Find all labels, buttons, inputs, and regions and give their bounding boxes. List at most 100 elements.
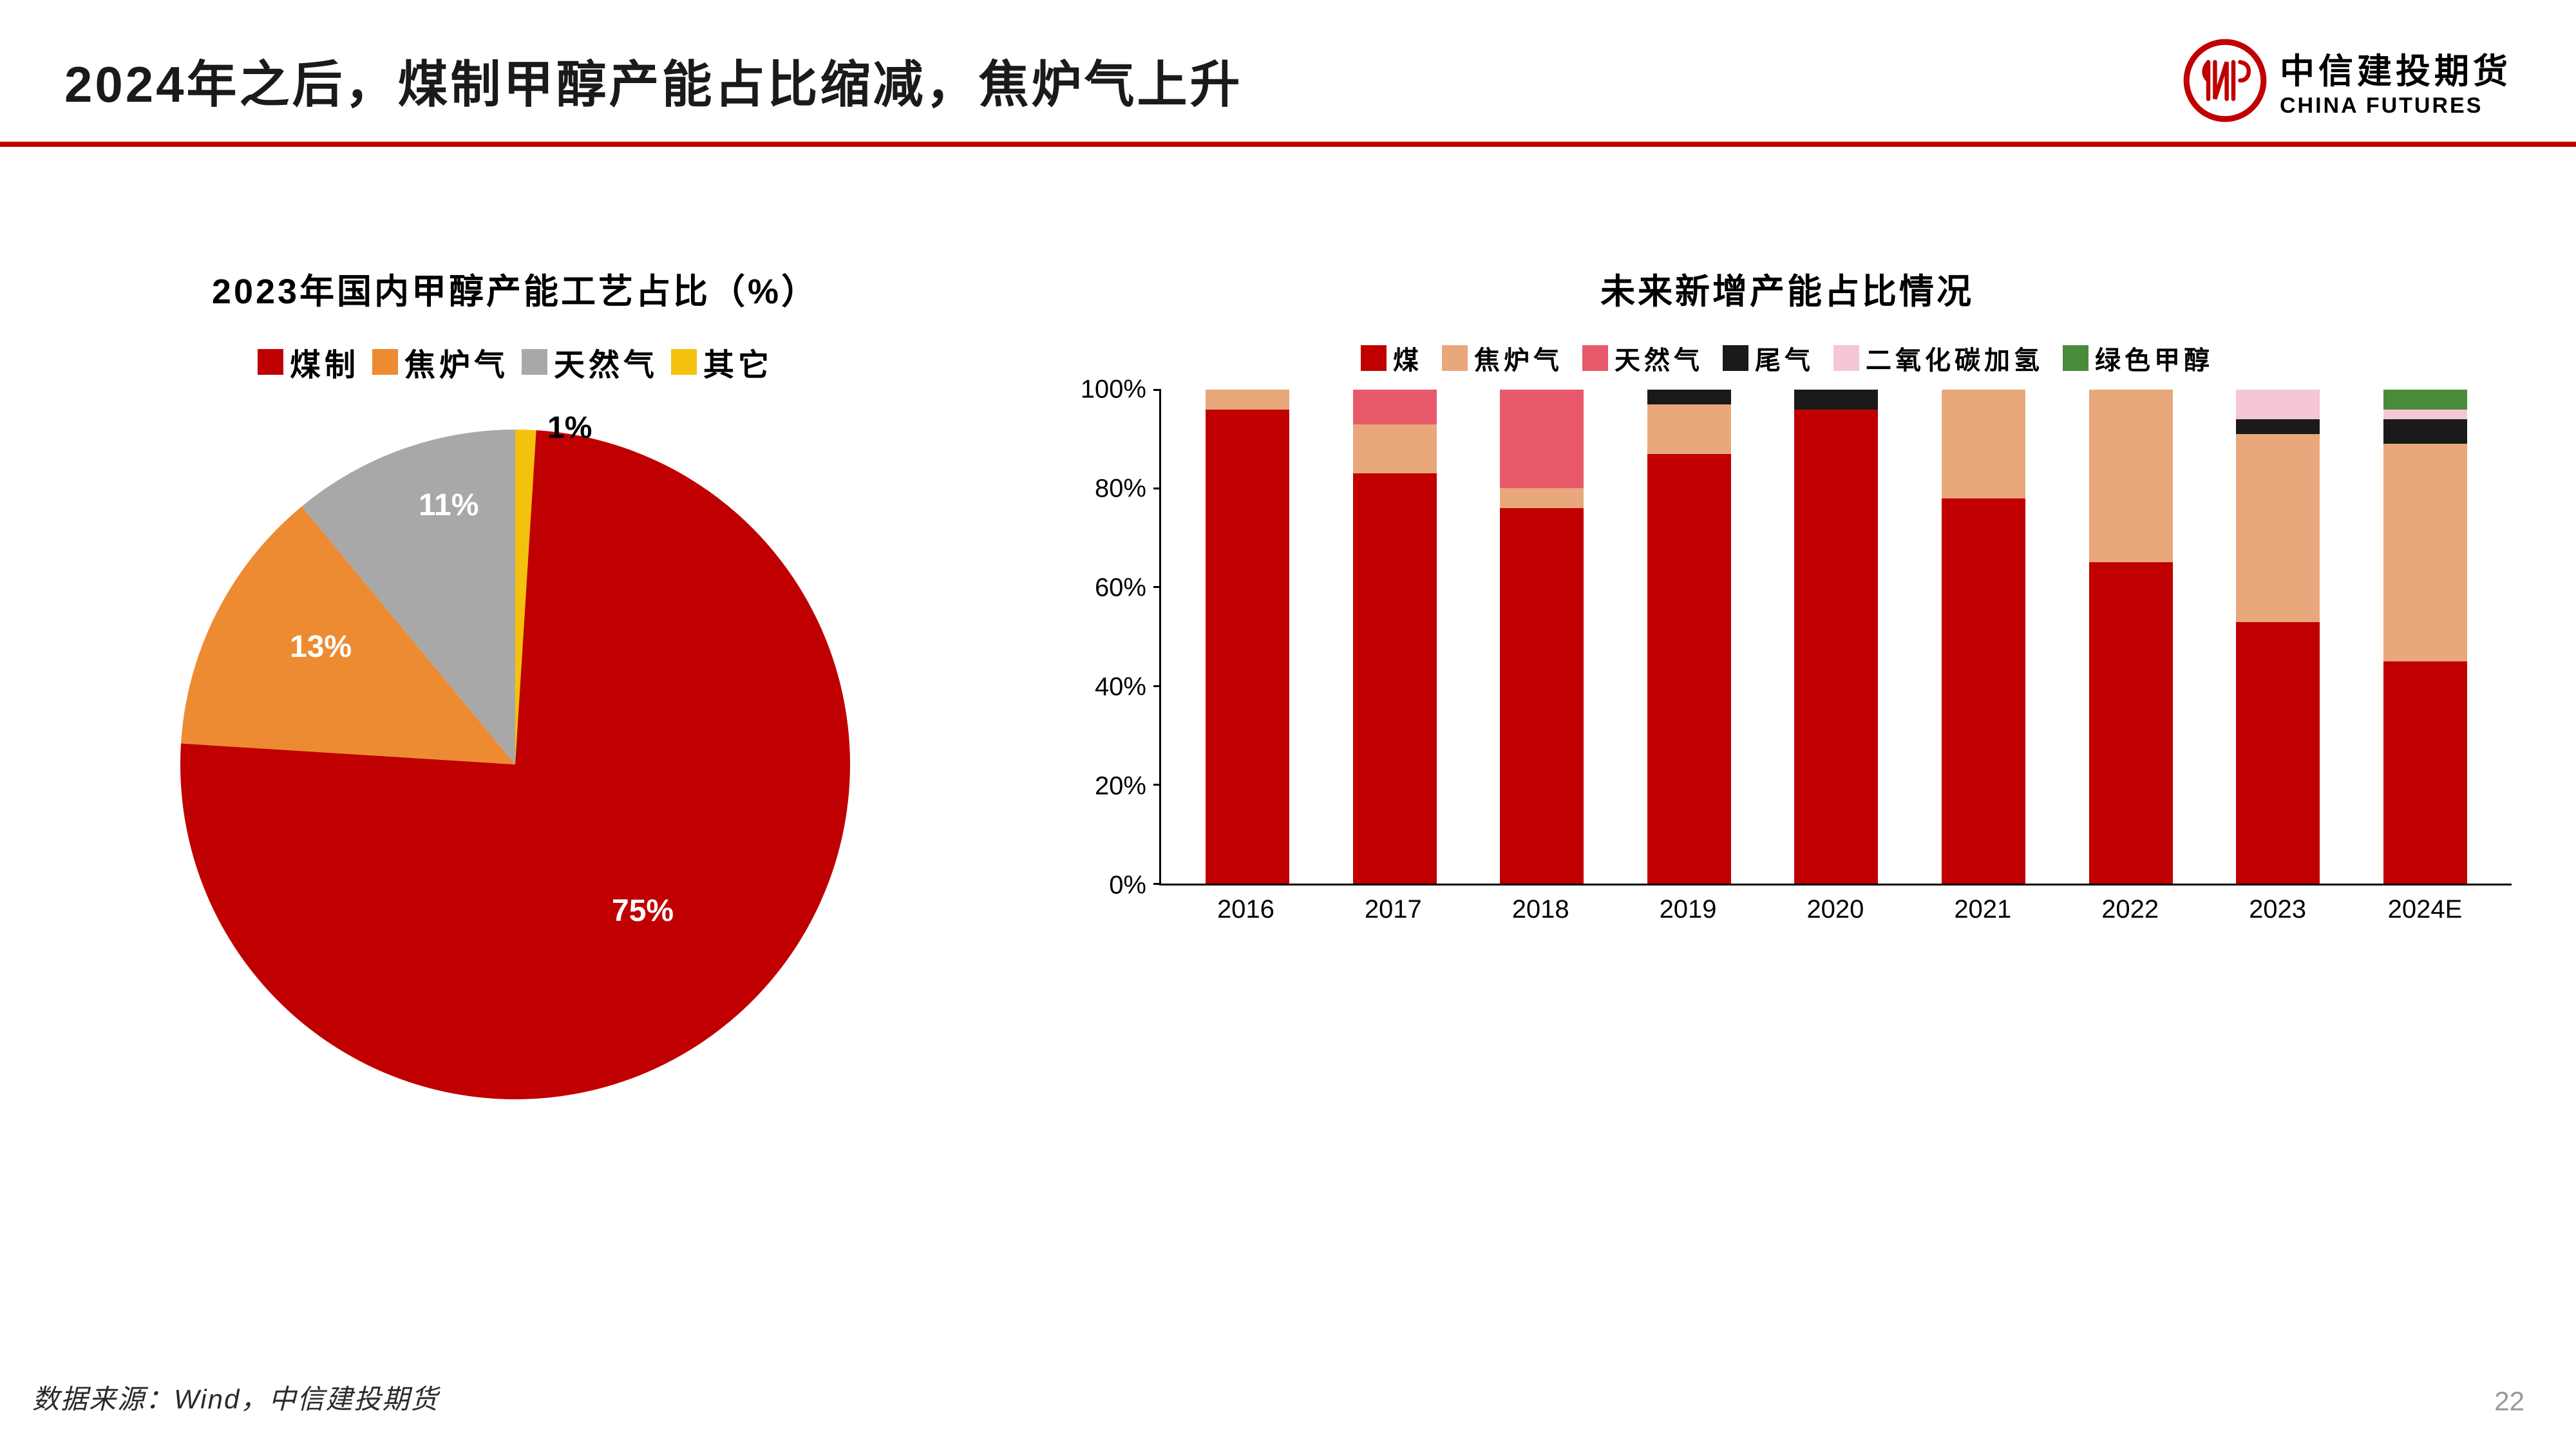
legend-item: 二氧化碳加氢 bbox=[1833, 339, 2043, 377]
logo-text: 中信建投期货 CHINA FUTURES bbox=[2280, 43, 2512, 118]
bar-segment bbox=[1647, 390, 1731, 404]
pie-chart-panel: 2023年国内甲醇产能工艺占比（%） 煤制焦炉气天然气其它 75% 13% 11% 1… bbox=[64, 263, 966, 1112]
legend-swatch bbox=[1723, 345, 1748, 371]
pie-pct-label: 1% bbox=[547, 410, 592, 446]
bar-segment bbox=[2089, 390, 2173, 562]
y-tick-label: 60% bbox=[1095, 574, 1146, 603]
legend-item: 焦炉气 bbox=[1442, 339, 1563, 377]
x-tick-label: 2020 bbox=[1794, 886, 1877, 937]
bar-chart: 0%20%40%60%80%100% 201620172018201920202… bbox=[1159, 390, 2512, 937]
bar-segment bbox=[1500, 390, 1584, 488]
bar-column bbox=[2089, 390, 2173, 884]
bar-segment bbox=[2383, 419, 2467, 444]
y-tick-label: 40% bbox=[1095, 673, 1146, 702]
bar-column bbox=[1647, 390, 1731, 884]
legend-label: 绿色甲醇 bbox=[2095, 339, 2213, 377]
legend-item: 焦炉气 bbox=[372, 339, 509, 384]
y-tick-mark bbox=[1153, 685, 1161, 687]
legend-label: 焦炉气 bbox=[404, 339, 509, 384]
bar-segment bbox=[1647, 404, 1731, 454]
content: 2023年国内甲醇产能工艺占比（%） 煤制焦炉气天然气其它 75%13%11%1… bbox=[0, 147, 2576, 1112]
legend-label: 焦炉气 bbox=[1474, 339, 1563, 377]
bar-segment bbox=[1206, 410, 1289, 884]
legend-label: 其它 bbox=[703, 339, 773, 384]
y-tick-label: 20% bbox=[1095, 772, 1146, 801]
x-tick-label: 2024E bbox=[2383, 886, 2467, 937]
x-tick-label: 2021 bbox=[1941, 886, 2025, 937]
y-tick-label: 100% bbox=[1081, 375, 1146, 404]
legend-item: 尾气 bbox=[1723, 339, 1814, 377]
y-tick-label: 0% bbox=[1109, 871, 1146, 900]
x-tick-label: 2018 bbox=[1499, 886, 1582, 937]
x-tick-label: 2016 bbox=[1204, 886, 1287, 937]
pie-chart: 75% 13% 11% 1% bbox=[161, 404, 869, 1112]
bar-column bbox=[1353, 390, 1437, 884]
bar-segment bbox=[1353, 424, 1437, 474]
legend-label: 尾气 bbox=[1755, 339, 1814, 377]
bar-segment bbox=[1942, 390, 2025, 498]
legend-swatch bbox=[1361, 345, 1387, 371]
bar-segment bbox=[2383, 661, 2467, 884]
bar-column bbox=[1794, 390, 1878, 884]
legend-swatch bbox=[1833, 345, 1859, 371]
bar-segment bbox=[1353, 390, 1437, 424]
legend-item: 绿色甲醇 bbox=[2063, 339, 2213, 377]
legend-item: 其它 bbox=[671, 339, 773, 384]
legend-item: 天然气 bbox=[522, 339, 658, 384]
pie-pct-label: 13% bbox=[290, 629, 352, 665]
divider-bar bbox=[0, 142, 2576, 147]
page-title: 2024年之后，煤制甲醇产能占比缩减，焦炉气上升 bbox=[64, 44, 1243, 117]
bar-segment bbox=[2236, 434, 2320, 621]
bar-segment bbox=[1500, 488, 1584, 508]
pie-legend: 煤制焦炉气天然气其它 bbox=[64, 339, 966, 384]
x-tick-label: 2017 bbox=[1351, 886, 1435, 937]
bar-segment bbox=[2383, 444, 2467, 661]
bar-segment bbox=[2236, 622, 2320, 884]
bar-column bbox=[2236, 390, 2320, 884]
y-axis: 0%20%40%60%80%100% bbox=[1063, 390, 1159, 886]
y-tick-mark bbox=[1153, 488, 1161, 489]
logo-cn: 中信建投期货 bbox=[2280, 43, 2512, 93]
bar-segment bbox=[1206, 390, 1289, 410]
x-tick-label: 2019 bbox=[1646, 886, 1730, 937]
bar-segment bbox=[1500, 508, 1584, 884]
data-source: 数据来源：Wind，中信建投期货 bbox=[32, 1378, 439, 1417]
pie-title: 2023年国内甲醇产能工艺占比（%） bbox=[64, 263, 966, 314]
logo: 中信建投期货 CHINA FUTURES bbox=[2183, 39, 2512, 122]
legend-swatch bbox=[2063, 345, 2088, 371]
bar-segment bbox=[2383, 410, 2467, 419]
legend-label: 二氧化碳加氢 bbox=[1866, 339, 2043, 377]
legend-label: 煤 bbox=[1393, 339, 1423, 377]
bar-column bbox=[1206, 390, 1289, 884]
legend-swatch bbox=[1582, 345, 1608, 371]
plot-area bbox=[1159, 390, 2512, 886]
page-number: 22 bbox=[2494, 1386, 2524, 1417]
legend-item: 煤 bbox=[1361, 339, 1423, 377]
bar-column bbox=[2383, 390, 2467, 884]
legend-item: 煤制 bbox=[258, 339, 359, 384]
legend-item: 天然气 bbox=[1582, 339, 1703, 377]
y-tick-mark bbox=[1153, 389, 1161, 391]
legend-label: 煤制 bbox=[290, 339, 359, 384]
bar-segment bbox=[2236, 419, 2320, 434]
legend-swatch bbox=[671, 349, 697, 375]
legend-swatch bbox=[522, 349, 547, 375]
legend-swatch bbox=[1442, 345, 1468, 371]
legend-label: 天然气 bbox=[1615, 339, 1703, 377]
x-tick-label: 2023 bbox=[2236, 886, 2320, 937]
x-axis: 201620172018201920202021202220232024E bbox=[1159, 886, 2512, 937]
citic-logo-icon bbox=[2183, 39, 2267, 122]
header: 2024年之后，煤制甲醇产能占比缩减，焦炉气上升 中信建投期货 CHINA FU… bbox=[0, 0, 2576, 142]
bar-segment bbox=[1647, 454, 1731, 884]
pie-pct-label: 75% bbox=[612, 893, 674, 929]
y-tick-mark bbox=[1153, 784, 1161, 786]
y-tick-mark bbox=[1153, 883, 1161, 885]
legend-swatch bbox=[258, 349, 283, 375]
logo-en: CHINA FUTURES bbox=[2280, 93, 2512, 118]
bar-segment bbox=[1353, 473, 1437, 884]
bar-segment bbox=[1942, 498, 2025, 884]
bar-column bbox=[1500, 390, 1584, 884]
pie-pct-label: 11% bbox=[419, 488, 478, 523]
legend-swatch bbox=[372, 349, 398, 375]
bar-segment bbox=[2089, 562, 2173, 884]
